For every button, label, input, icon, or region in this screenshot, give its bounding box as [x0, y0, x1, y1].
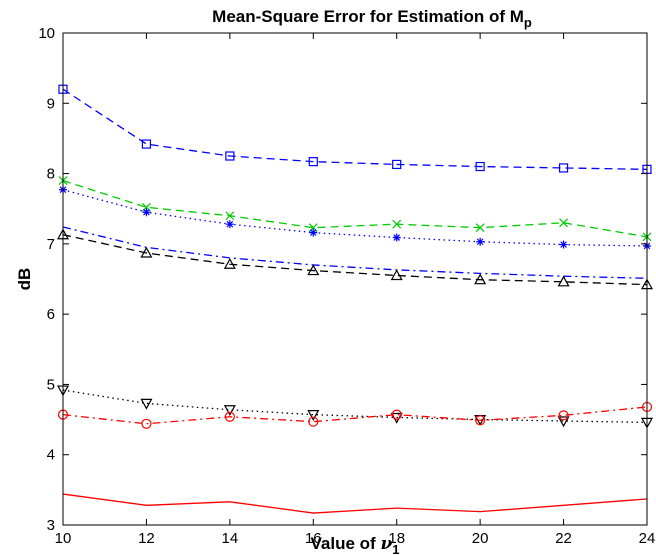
- x-tick-label: 16: [305, 530, 322, 547]
- series-0-point: [225, 151, 235, 161]
- y-tick-label: 6: [47, 306, 55, 323]
- series-0: [58, 84, 652, 174]
- series-6-point: [475, 415, 486, 426]
- series-6-point: [141, 418, 152, 429]
- series-4-point: [557, 275, 570, 287]
- series-3-line: [62, 226, 648, 279]
- series-1-line: [62, 179, 648, 238]
- series-5-point: [140, 398, 153, 410]
- series-4: [56, 228, 654, 290]
- x-axis-label: Value of ν1: [311, 534, 400, 555]
- series-5-point: [307, 410, 320, 421]
- series-0-point: [392, 159, 402, 170]
- series-4-point: [140, 246, 153, 258]
- x-tick-label: 12: [138, 530, 155, 547]
- x-axis-label-text: Value of: [311, 534, 381, 553]
- y-tick-label: 3: [47, 517, 55, 534]
- y-tick-label: 4: [47, 447, 55, 464]
- x-tick-label: 10: [55, 530, 72, 547]
- series-2: [59, 185, 651, 250]
- plot-area: [56, 84, 654, 514]
- y-tick-label: 7: [47, 236, 55, 253]
- series-2-point: [309, 228, 318, 237]
- y-tick-label: 8: [47, 166, 55, 183]
- series-1-point: [559, 218, 568, 228]
- series-6-point: [391, 409, 402, 420]
- series-5-point: [223, 405, 236, 416]
- series-2-point: [142, 208, 151, 217]
- series-4-line: [62, 234, 648, 286]
- series-1-point: [475, 223, 485, 233]
- series-4-point: [307, 264, 320, 276]
- series-1-point: [392, 219, 402, 229]
- series-2-point: [476, 237, 485, 246]
- chart-title-subscript: p: [524, 15, 532, 30]
- series-0-point: [308, 157, 318, 167]
- chart-title-main: Mean-Square Error for Estimation of M: [212, 7, 524, 26]
- x-axis: 10 12 14 16 18 20 22 24: [55, 33, 656, 547]
- series-0-point: [475, 161, 485, 172]
- x-axis-label-symbol: ν: [380, 534, 392, 554]
- series-2-line: [62, 189, 648, 247]
- series-5: [56, 385, 654, 429]
- series-2-point: [392, 233, 401, 242]
- x-tick-label: 14: [222, 530, 239, 547]
- series-3: [62, 226, 648, 279]
- y-axis-label: dB: [15, 268, 34, 291]
- series-7: [62, 493, 648, 514]
- series-4-point: [474, 273, 487, 285]
- x-tick-label: 22: [555, 530, 572, 547]
- series-2-point: [559, 240, 568, 249]
- series-4-point: [390, 269, 403, 281]
- y-tick-label: 9: [47, 95, 55, 112]
- series-1: [58, 176, 652, 242]
- y-tick-label: 5: [47, 376, 55, 393]
- series-4-point: [223, 258, 236, 269]
- x-tick-label: 18: [388, 530, 405, 547]
- series-0-point: [558, 163, 569, 173]
- series-5-point: [557, 416, 570, 428]
- chart-title: Mean-Square Error for Estimation of Mp: [212, 7, 532, 30]
- x-tick-label: 24: [639, 530, 656, 547]
- axes-frame: [62, 32, 648, 526]
- x-axis-label-subscript: 1: [392, 542, 399, 555]
- y-axis: 3 4 5 6 7 8 9 10: [38, 25, 647, 534]
- series-6-point: [308, 416, 319, 427]
- series-6-point: [558, 410, 569, 421]
- series-0-line: [62, 88, 648, 170]
- y-tick-label: 10: [38, 25, 55, 42]
- x-tick-label: 20: [472, 530, 489, 547]
- series-0-point: [141, 139, 152, 149]
- series-6-point: [224, 411, 235, 422]
- series-1-point: [225, 211, 235, 221]
- series-2-point: [225, 220, 234, 229]
- series-6-line: [62, 406, 648, 425]
- series-7-line: [62, 493, 648, 514]
